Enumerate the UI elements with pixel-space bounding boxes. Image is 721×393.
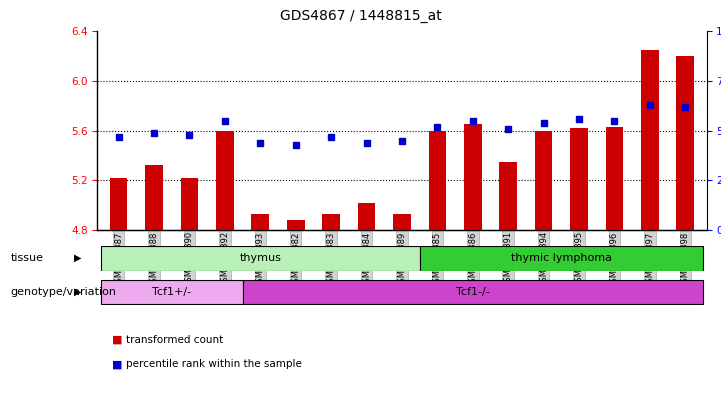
Text: ▶: ▶ <box>74 253 81 263</box>
Bar <box>606 127 624 230</box>
Bar <box>216 131 234 230</box>
Bar <box>428 131 446 230</box>
Bar <box>358 203 376 230</box>
Bar <box>110 178 128 230</box>
Text: ▶: ▶ <box>74 286 81 297</box>
Bar <box>101 279 242 304</box>
Bar <box>393 214 411 230</box>
Bar <box>101 246 420 271</box>
Bar <box>641 50 659 230</box>
Bar <box>180 178 198 230</box>
Text: Tcf1-/-: Tcf1-/- <box>456 287 490 297</box>
Text: thymic lymphoma: thymic lymphoma <box>511 253 612 263</box>
Bar <box>242 279 703 304</box>
Text: thymus: thymus <box>239 253 281 263</box>
Bar <box>500 162 517 230</box>
Text: ■: ■ <box>112 359 123 369</box>
Text: tissue: tissue <box>11 253 44 263</box>
Bar <box>287 220 304 230</box>
Text: GDS4867 / 1448815_at: GDS4867 / 1448815_at <box>280 9 441 23</box>
Bar <box>322 214 340 230</box>
Text: transformed count: transformed count <box>126 335 224 345</box>
Text: ■: ■ <box>112 335 123 345</box>
Text: Tcf1+/-: Tcf1+/- <box>152 287 191 297</box>
Bar <box>535 131 552 230</box>
Bar <box>252 214 269 230</box>
Bar <box>145 165 163 230</box>
Bar <box>570 128 588 230</box>
Bar <box>676 56 694 230</box>
Bar <box>464 125 482 230</box>
Text: genotype/variation: genotype/variation <box>11 286 117 297</box>
Text: percentile rank within the sample: percentile rank within the sample <box>126 359 302 369</box>
Bar <box>420 246 703 271</box>
